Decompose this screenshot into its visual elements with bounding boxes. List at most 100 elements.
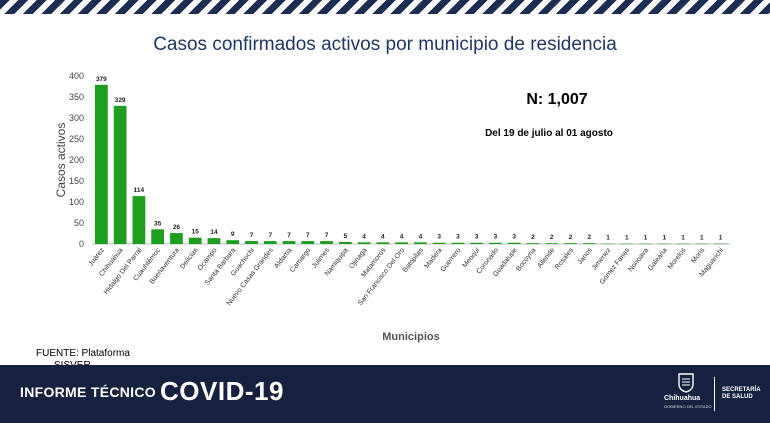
data-label-17: 4 [419,233,423,240]
state-logo-subtitle: GOBIERNO DEL ESTADO [664,404,712,409]
bar-11 [301,241,315,244]
bar-0 [95,84,108,244]
data-label-19: 3 [456,234,460,241]
data-label-21: 3 [494,234,498,241]
data-label-13: 5 [344,233,348,240]
bar-3 [151,229,165,244]
data-label-25: 2 [569,234,573,241]
y-tick-label-5: 250 [69,134,84,144]
data-label-30: 1 [663,235,667,242]
bar-14 [357,242,371,244]
ministry-line-1: SECRETARÍA [722,387,761,393]
bar-23 [526,243,540,244]
bar-17 [414,242,427,244]
data-label-14: 4 [362,233,366,240]
bar-8 [245,241,258,244]
data-label-0: 379 [96,76,107,83]
bar-21 [489,242,502,244]
bar-15 [376,242,390,244]
y-axis-label: Casos activos [54,123,68,198]
x-tick-label-23: Bocoyna [515,247,537,273]
y-tick-label-0: 0 [79,239,84,249]
report-label: INFORME TÉCNICO [20,384,156,400]
data-label-27: 1 [606,235,610,242]
data-label-11: 7 [306,232,310,239]
bar-9 [263,241,277,244]
y-tick-label-1: 50 [74,218,84,228]
bar-7 [226,240,240,244]
x-tick-label-30: Galeana [647,247,669,272]
data-label-7: 9 [231,231,235,238]
data-label-22: 3 [512,234,516,241]
data-label-24: 2 [550,234,554,241]
data-label-23: 2 [531,234,535,241]
ministry-line-2: DE SALUD [722,394,753,400]
data-label-15: 4 [381,233,385,240]
data-label-8: 7 [250,232,254,239]
bar-25 [564,243,577,244]
bar-5 [188,237,202,244]
data-label-3: 35 [154,220,162,227]
data-label-32: 1 [700,235,704,242]
x-tick-label-26: Janos [577,247,594,266]
y-tick-label-6: 300 [69,113,84,123]
data-labels: 379 329 114 35 26 15 14 9 7 7 7 7 7 5 4 4 4 4 3 3 3 3 3 2 2 2 2 1 1 1… [96,76,723,242]
y-tick-label-4: 200 [69,155,84,165]
x-axis-label: Municipios [382,331,439,343]
total-annotation: N: 1,007 [526,91,587,108]
data-label-16: 4 [400,233,404,240]
data-label-29: 1 [644,235,648,242]
date-range-annotation: Del 19 de julio al 01 agosto [485,128,613,139]
source-line-1: FUENTE: Plataforma [36,348,130,359]
data-label-10: 7 [287,232,291,239]
bar-19 [451,242,465,244]
bar-13 [338,241,352,244]
bar-12 [320,241,333,244]
bar-6 [207,238,221,244]
bar-32 [695,243,709,245]
y-tick-label-8: 400 [69,71,84,81]
data-label-33: 1 [719,235,723,242]
state-logo-text: Chihuahua [664,395,701,402]
report-title: COVID-19 [160,376,284,406]
state-emblem-icon [678,373,694,393]
bar-10 [282,241,296,244]
data-label-1: 329 [115,97,126,104]
data-label-6: 14 [210,229,218,236]
health-ministry-logo: SECRETARÍA DE SALUD [722,387,761,401]
data-label-31: 1 [681,235,685,242]
data-label-28: 1 [625,235,629,242]
bar-28 [620,243,634,245]
y-tick-label-2: 100 [69,197,84,207]
data-label-12: 7 [325,232,329,239]
footer-bar: INFORME TÉCNICO COVID-19 Chihuahua GOBIE… [0,365,770,423]
x-tick-label-25: Rosales [554,247,575,272]
logo-divider [714,377,715,411]
data-label-26: 2 [587,234,591,241]
bar-26 [582,243,596,244]
bar-24 [545,243,559,244]
data-label-20: 3 [475,234,479,241]
bar-30 [657,243,671,245]
bar-2 [132,196,146,244]
bar-27 [601,243,615,245]
chart-title: Casos confirmados activos por municipio … [153,34,617,55]
x-tick-label-32: Moris [690,247,706,265]
y-tick-label-3: 150 [69,176,84,186]
bar-20 [470,242,484,244]
x-tick-label-0: Juárez [88,247,107,268]
bar-16 [395,242,408,244]
bar-33 [714,243,727,245]
bars [95,84,727,245]
y-axis: 0 50 100 150 200 250 300 350 400 [69,71,730,249]
bar-1 [113,105,127,244]
bar-22 [507,242,521,244]
data-label-4: 26 [173,224,181,231]
data-label-5: 15 [192,229,200,236]
bar-18 [432,242,446,244]
data-label-2: 114 [134,187,145,194]
bar-31 [676,243,690,245]
data-label-9: 7 [268,232,272,239]
